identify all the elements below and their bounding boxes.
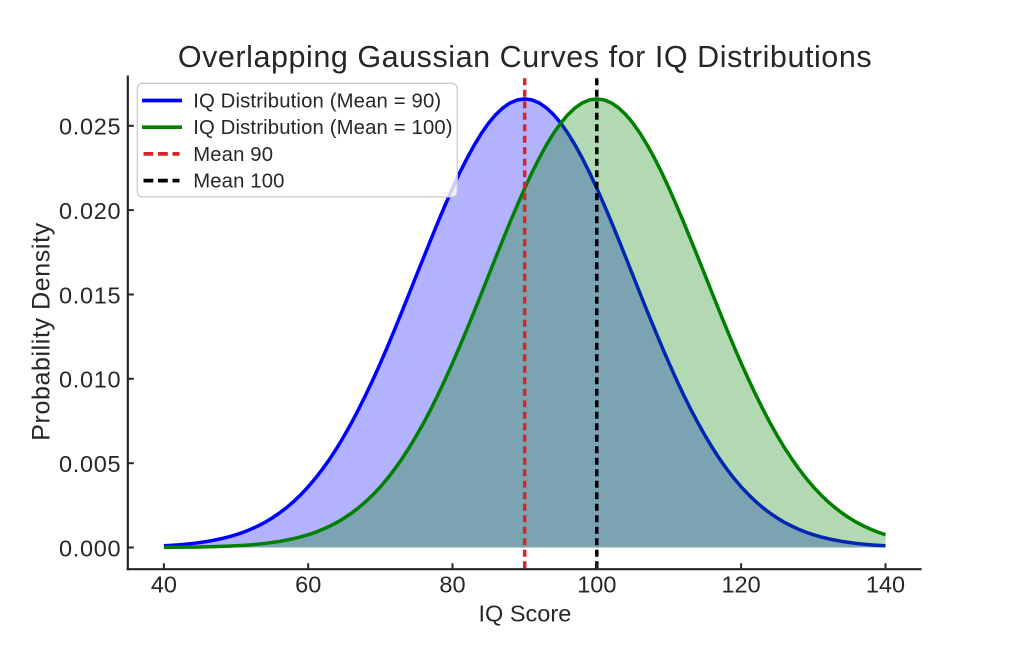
svg-text:0.010: 0.010: [59, 367, 121, 393]
svg-text:Probability Density: Probability Density: [28, 222, 56, 440]
svg-text:80: 80: [439, 572, 465, 598]
svg-text:Mean 100: Mean 100: [193, 171, 284, 193]
svg-text:100: 100: [577, 572, 616, 598]
svg-text:IQ Distribution (Mean = 100): IQ Distribution (Mean = 100): [193, 117, 453, 139]
svg-text:0.015: 0.015: [59, 282, 121, 308]
svg-text:0.005: 0.005: [59, 451, 121, 477]
svg-text:120: 120: [721, 572, 760, 598]
svg-text:0.000: 0.000: [59, 535, 121, 561]
svg-text:140: 140: [866, 572, 905, 598]
svg-text:0.025: 0.025: [59, 114, 121, 140]
svg-text:IQ Score: IQ Score: [479, 601, 572, 627]
svg-text:40: 40: [151, 572, 177, 598]
svg-text:IQ Distribution (Mean = 90): IQ Distribution (Mean = 90): [193, 91, 441, 113]
svg-text:0.020: 0.020: [59, 198, 121, 224]
svg-text:Mean 90: Mean 90: [193, 144, 273, 166]
svg-text:Overlapping Gaussian Curves fo: Overlapping Gaussian Curves for IQ Distr…: [178, 40, 872, 74]
svg-text:60: 60: [295, 572, 321, 598]
